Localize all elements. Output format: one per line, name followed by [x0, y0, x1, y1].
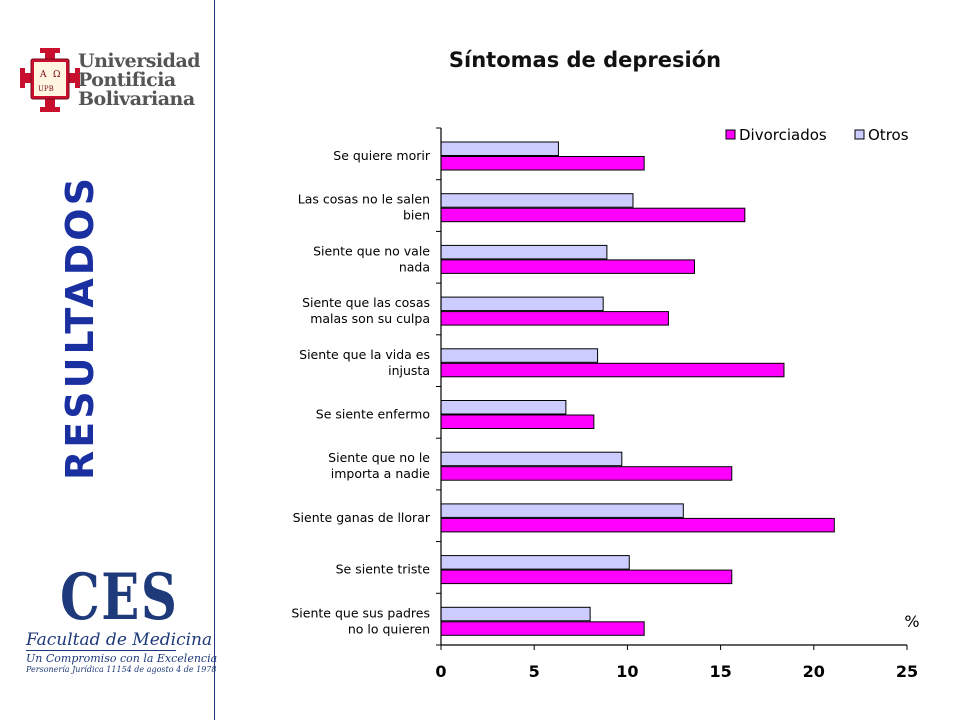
x-tick-label: 25 [896, 662, 918, 681]
category-label-line: Se quiere morir [333, 148, 431, 163]
category-label-line: Siente que sus padres [291, 605, 430, 620]
bar-divorciados [440, 621, 645, 636]
seal-omega: Ω [53, 70, 60, 80]
bar-otros [440, 348, 599, 363]
ces-legal: Personería Jurídica 11154 de agosto 4 de… [26, 665, 217, 674]
bar-divorciados [440, 414, 595, 429]
bar-divorciados [440, 569, 733, 585]
bar-otros [440, 193, 634, 208]
bar-otros [440, 244, 608, 260]
bar-otros [440, 141, 559, 156]
chart-title: Síntomas de depresión [448, 48, 722, 72]
bar-divorciados [440, 466, 733, 481]
category-label-line: bien [403, 208, 430, 223]
bar-otros [440, 451, 623, 467]
category-label: Siente que sus padres no lo quieren [291, 605, 430, 636]
x-tick-label: 5 [529, 662, 540, 681]
axis-unit-label: % [904, 612, 919, 631]
x-tick-label: 0 [435, 662, 446, 681]
category-label-line: Siente que no vale [313, 243, 430, 258]
category-label-line: Siente ganas de llorar [293, 510, 431, 525]
category-label: Se siente enfermo [316, 407, 430, 422]
category-label: Se siente triste [336, 562, 431, 577]
category-label: Se quiere morir [333, 148, 431, 163]
bar-divorciados [440, 517, 835, 533]
bar-divorciados [440, 362, 785, 378]
category-label: Siente que las cosas malas son su culpa [302, 295, 430, 326]
x-tick-label: 20 [803, 662, 825, 681]
legend-swatch-otros [854, 129, 865, 140]
bar-otros [440, 400, 567, 415]
category-label-line: malas son su culpa [310, 311, 430, 326]
category-label-line: Siente que no le [328, 450, 430, 465]
category-label: Siente que no vale nada [313, 243, 430, 274]
sidebar-divider [214, 0, 215, 720]
seal-alpha: Α [39, 70, 47, 80]
category-label-line: no lo quieren [348, 621, 430, 636]
ces-logo: CES [60, 560, 179, 635]
bar-otros [440, 555, 630, 570]
category-label-line: Siente que las cosas [302, 295, 430, 310]
legend-label-otros: Otros [868, 126, 909, 144]
bar-divorciados [440, 311, 669, 326]
university-line-1: Universidad [78, 50, 201, 72]
university-name: Universidad Pontificia Bolivariana [78, 50, 201, 110]
ces-faculty: Facultad de Medicina [26, 630, 213, 650]
ces-divider [26, 650, 176, 651]
category-label-line: Se siente enfermo [316, 407, 430, 422]
x-tick-label: 10 [616, 662, 638, 681]
legend-label-divorciados: Divorciados [739, 126, 827, 144]
legend-swatch-divorciados [725, 129, 736, 140]
bar-divorciados [440, 259, 696, 274]
bar-divorciados [440, 207, 746, 223]
category-label-line: Siente que la vida es [299, 347, 430, 362]
bar-otros [440, 296, 604, 312]
ces-motto: Un Compromiso con la Excelencia [26, 652, 218, 665]
bar-otros [440, 503, 684, 518]
university-line-3: Bolivariana [78, 88, 195, 110]
category-label: Siente que la vida es injusta [299, 347, 430, 378]
category-label-line: Las cosas no le salen [298, 192, 430, 207]
university-line-2: Pontificia [78, 69, 176, 91]
bar-otros [440, 606, 591, 622]
category-label-line: importa a nadie [331, 466, 431, 481]
category-label-line: nada [399, 259, 430, 274]
category-label: Siente ganas de llorar [293, 510, 431, 525]
upb-seal-icon: Α Ω UPB [20, 48, 80, 112]
category-label-line: Se siente triste [336, 562, 431, 577]
x-tick-label: 15 [709, 662, 731, 681]
category-label-line: injusta [388, 363, 430, 378]
category-label: Siente que no le importa a nadie [328, 450, 430, 481]
seal-initials: UPB [38, 85, 54, 93]
bar-divorciados [440, 156, 645, 171]
category-label: Las cosas no le salen bien [298, 192, 430, 223]
